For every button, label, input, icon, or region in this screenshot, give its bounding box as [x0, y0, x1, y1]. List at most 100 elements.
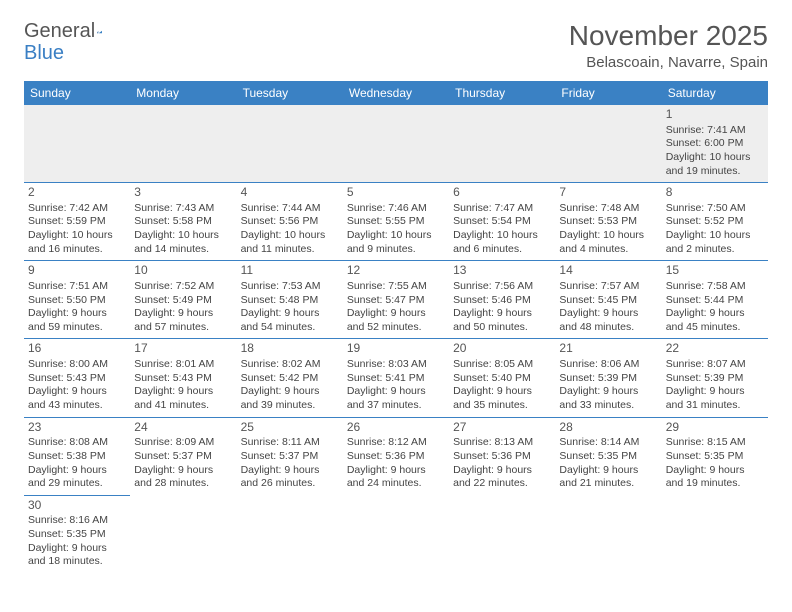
calendar-cell: 25Sunrise: 8:11 AMSunset: 5:37 PMDayligh… — [237, 417, 343, 495]
calendar-cell — [130, 495, 236, 573]
sunset-text: Sunset: 5:43 PM — [134, 372, 232, 386]
sunset-text: Sunset: 5:41 PM — [347, 372, 445, 386]
calendar-row: 16Sunrise: 8:00 AMSunset: 5:43 PMDayligh… — [24, 339, 768, 417]
daylight-text: and 45 minutes. — [666, 321, 764, 335]
daylight-text: Daylight: 10 hours — [241, 229, 339, 243]
day-number: 3 — [134, 185, 232, 201]
sunset-text: Sunset: 5:50 PM — [28, 294, 126, 308]
daylight-text: and 21 minutes. — [559, 477, 657, 491]
day-number: 2 — [28, 185, 126, 201]
calendar-cell: 4Sunrise: 7:44 AMSunset: 5:56 PMDaylight… — [237, 183, 343, 261]
sunrise-text: Sunrise: 7:57 AM — [559, 280, 657, 294]
calendar-cell: 13Sunrise: 7:56 AMSunset: 5:46 PMDayligh… — [449, 261, 555, 339]
day-number: 16 — [28, 341, 126, 357]
day-number: 4 — [241, 185, 339, 201]
day-number: 8 — [666, 185, 764, 201]
sunset-text: Sunset: 5:52 PM — [666, 215, 764, 229]
sunrise-text: Sunrise: 7:51 AM — [28, 280, 126, 294]
logo-text-1: General — [24, 20, 95, 43]
sunset-text: Sunset: 5:54 PM — [453, 215, 551, 229]
calendar-cell: 30Sunrise: 8:16 AMSunset: 5:35 PMDayligh… — [24, 495, 130, 573]
daylight-text: Daylight: 9 hours — [347, 307, 445, 321]
calendar-cell: 7Sunrise: 7:48 AMSunset: 5:53 PMDaylight… — [555, 183, 661, 261]
calendar-cell — [237, 105, 343, 183]
sunrise-text: Sunrise: 7:52 AM — [134, 280, 232, 294]
sunset-text: Sunset: 5:59 PM — [28, 215, 126, 229]
sunset-text: Sunset: 5:58 PM — [134, 215, 232, 229]
calendar-cell — [555, 495, 661, 573]
sunrise-text: Sunrise: 8:09 AM — [134, 436, 232, 450]
day-number: 6 — [453, 185, 551, 201]
sunset-text: Sunset: 5:35 PM — [666, 450, 764, 464]
daylight-text: Daylight: 9 hours — [666, 307, 764, 321]
calendar-cell: 9Sunrise: 7:51 AMSunset: 5:50 PMDaylight… — [24, 261, 130, 339]
daylight-text: and 11 minutes. — [241, 243, 339, 257]
daylight-text: and 57 minutes. — [134, 321, 232, 335]
day-header: Saturday — [662, 81, 768, 105]
daylight-text: Daylight: 9 hours — [666, 464, 764, 478]
flag-icon — [97, 24, 102, 40]
daylight-text: and 2 minutes. — [666, 243, 764, 257]
sunrise-text: Sunrise: 8:06 AM — [559, 358, 657, 372]
calendar-cell — [662, 495, 768, 573]
day-number: 11 — [241, 263, 339, 279]
day-number: 12 — [347, 263, 445, 279]
calendar-row: 9Sunrise: 7:51 AMSunset: 5:50 PM Daylight… — [24, 261, 768, 339]
sunset-text: Sunset: 6:00 PM — [666, 137, 764, 151]
daylight-text: and 28 minutes. — [134, 477, 232, 491]
daylight-text: and 18 minutes. — [28, 555, 126, 569]
daylight-text: Daylight: 9 hours — [28, 542, 126, 556]
calendar-cell: 21Sunrise: 8:06 AMSunset: 5:39 PMDayligh… — [555, 339, 661, 417]
daylight-text: and 54 minutes. — [241, 321, 339, 335]
calendar-table: SundayMondayTuesdayWednesdayThursdayFrid… — [24, 81, 768, 573]
daylight-text: and 19 minutes. — [666, 477, 764, 491]
daylight-text: and 39 minutes. — [241, 399, 339, 413]
title-block: November 2025 Belascoain, Navarre, Spain — [569, 20, 768, 71]
calendar-cell: 6Sunrise: 7:47 AMSunset: 5:54 PMDaylight… — [449, 183, 555, 261]
sunset-text: Sunset: 5:55 PM — [347, 215, 445, 229]
sunrise-text: Sunrise: 7:58 AM — [666, 280, 764, 294]
daylight-text: Daylight: 9 hours — [559, 464, 657, 478]
day-number: 9 — [28, 263, 126, 279]
day-number: 28 — [559, 420, 657, 436]
sunset-text: Sunset: 5:46 PM — [453, 294, 551, 308]
daylight-text: Daylight: 9 hours — [241, 464, 339, 478]
sunrise-text: Sunrise: 7:46 AM — [347, 202, 445, 216]
daylight-text: Daylight: 10 hours — [453, 229, 551, 243]
sunrise-text: Sunrise: 7:44 AM — [241, 202, 339, 216]
sunrise-text: Sunrise: 8:15 AM — [666, 436, 764, 450]
daylight-text: and 6 minutes. — [453, 243, 551, 257]
calendar-cell: 12Sunrise: 7:55 AMSunset: 5:47 PMDayligh… — [343, 261, 449, 339]
daylight-text: Daylight: 9 hours — [347, 464, 445, 478]
day-number: 22 — [666, 341, 764, 357]
daylight-text: Daylight: 9 hours — [666, 385, 764, 399]
sunrise-text: Sunrise: 8:07 AM — [666, 358, 764, 372]
calendar-cell: 16Sunrise: 8:00 AMSunset: 5:43 PMDayligh… — [24, 339, 130, 417]
sunrise-text: Sunrise: 8:02 AM — [241, 358, 339, 372]
day-number: 27 — [453, 420, 551, 436]
sunrise-text: Sunrise: 7:55 AM — [347, 280, 445, 294]
daylight-text: and 41 minutes. — [134, 399, 232, 413]
day-number: 29 — [666, 420, 764, 436]
sunset-text: Sunset: 5:56 PM — [241, 215, 339, 229]
daylight-text: Daylight: 9 hours — [134, 307, 232, 321]
month-title: November 2025 — [569, 20, 768, 52]
daylight-text: and 37 minutes. — [347, 399, 445, 413]
calendar-cell: 23Sunrise: 8:08 AMSunset: 5:38 PMDayligh… — [24, 417, 130, 495]
calendar-cell: 5Sunrise: 7:46 AMSunset: 5:55 PMDaylight… — [343, 183, 449, 261]
daylight-text: and 22 minutes. — [453, 477, 551, 491]
calendar-cell: 11Sunrise: 7:53 AMSunset: 5:48 PMDayligh… — [237, 261, 343, 339]
day-number: 26 — [347, 420, 445, 436]
day-number: 17 — [134, 341, 232, 357]
daylight-text: Daylight: 10 hours — [666, 151, 764, 165]
daylight-text: Daylight: 9 hours — [559, 385, 657, 399]
daylight-text: Daylight: 9 hours — [134, 385, 232, 399]
day-number: 15 — [666, 263, 764, 279]
sunset-text: Sunset: 5:37 PM — [241, 450, 339, 464]
calendar-cell: 28Sunrise: 8:14 AMSunset: 5:35 PMDayligh… — [555, 417, 661, 495]
daylight-text: and 48 minutes. — [559, 321, 657, 335]
daylight-text: Daylight: 10 hours — [559, 229, 657, 243]
daylight-text: Daylight: 9 hours — [28, 464, 126, 478]
day-number: 19 — [347, 341, 445, 357]
sunset-text: Sunset: 5:43 PM — [28, 372, 126, 386]
